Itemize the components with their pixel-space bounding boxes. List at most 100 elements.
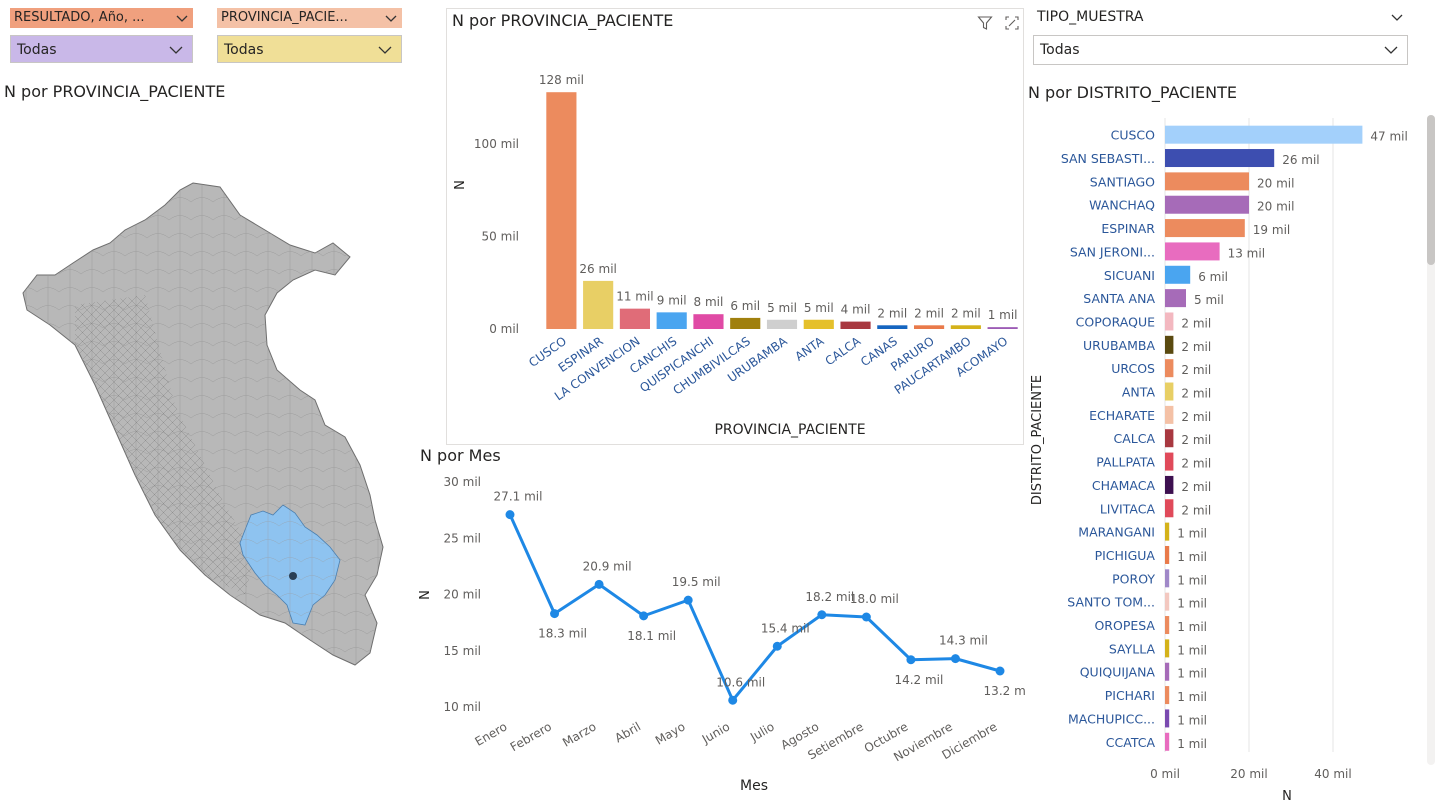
bar-calca [1165, 429, 1174, 448]
cusco-city-marker [289, 572, 297, 580]
y-tick-label: PICHARI [1105, 688, 1155, 703]
bar-data-label: 2 mil [1181, 433, 1211, 447]
bar-canchis [656, 312, 687, 329]
bar-ccatca [1165, 732, 1170, 751]
mes-chart-title: N por Mes [420, 446, 501, 465]
y-tick-label: SAYLLA [1109, 641, 1156, 656]
bar-urcos [1165, 359, 1174, 378]
y-tick-label: 25 mil [444, 531, 481, 545]
bar-data-label: 2 mil [1181, 363, 1211, 377]
bar-data-label: 6 mil [1198, 270, 1228, 284]
point-data-label: 13.2 mil [984, 684, 1025, 698]
y-tick-label: 0 mil [489, 322, 519, 336]
x-axis-title: N [1282, 789, 1292, 804]
bar-urubamba [1165, 335, 1174, 354]
point-data-label: 18.2 mil [805, 590, 854, 604]
bar-chamaca [1165, 475, 1174, 494]
y-tick-label: 10 mil [444, 700, 481, 714]
resultado-slicer-label: RESULTADO, Año, ... [14, 10, 145, 25]
bar-sicuani [1165, 265, 1191, 284]
x-tick-label: 20 mil [1230, 767, 1267, 781]
bar-data-label: 2 mil [1181, 457, 1211, 471]
tipo-muestra-slicer-dropdown[interactable]: Todas [1033, 35, 1408, 65]
bar-canas [877, 325, 908, 329]
data-point [728, 695, 738, 705]
bar-data-label: 2 mil [1181, 410, 1211, 424]
peru-map[interactable] [15, 175, 395, 675]
y-tick-label: SICUANI [1104, 268, 1155, 283]
provincia-chart-panel [446, 8, 1024, 445]
bar-chumbivilcas [730, 317, 761, 329]
bar-data-label: 1 mil [1177, 527, 1207, 541]
bar-data-label: 2 mil [1181, 387, 1211, 401]
bar-data-label: 13 mil [1228, 246, 1265, 260]
scrollbar-thumb[interactable] [1427, 115, 1435, 265]
chevron-down-icon [1384, 46, 1398, 54]
x-axis-title: Mes [740, 778, 768, 794]
x-tick-label: Febrero [508, 719, 554, 754]
bar-pallpata [1165, 452, 1174, 471]
y-tick-label: 20 mil [444, 588, 481, 602]
bar-data-label: 20 mil [1257, 176, 1294, 190]
point-data-label: 14.3 mil [939, 634, 988, 648]
point-data-label: 15.4 mil [761, 621, 810, 635]
resultado-slicer-header[interactable]: RESULTADO, Año, ... [10, 8, 193, 28]
provincia-slicer-header[interactable]: PROVINCIA_PACIE... [217, 8, 402, 28]
y-tick-label: CCATCA [1106, 735, 1156, 750]
bar-saylla [1165, 639, 1170, 658]
bar-data-label: 1 mil [988, 308, 1018, 322]
bar-data-label: 1 mil [1177, 550, 1207, 564]
bar-urubamba [766, 319, 798, 329]
bar-data-label: 26 mil [579, 262, 616, 276]
point-data-label: 10.6 mil [716, 675, 765, 689]
y-tick-label: 15 mil [444, 644, 481, 658]
provincia-slicer-dropdown[interactable]: Todas [217, 35, 402, 63]
bar-data-label: 1 mil [1177, 667, 1207, 681]
provincia-chart-title: N por PROVINCIA_PACIENTE [452, 11, 674, 30]
bar-paruro [914, 325, 945, 329]
data-point [505, 510, 515, 520]
y-tick-label: CUSCO [1111, 128, 1156, 143]
bar-data-label: 26 mil [1282, 153, 1319, 167]
mes-line-chart[interactable]: 10 mil 15 mil 20 mil 25 mil 30 mil N 27.1 mil E… [415, 465, 1025, 805]
y-tick-label: ECHARATE [1089, 408, 1155, 423]
bar-data-label: 1 mil [1177, 737, 1207, 751]
bar-data-label: 2 mil [951, 306, 981, 320]
y-tick-label: CALCA [1113, 431, 1155, 446]
y-tick-label: MACHUPICC... [1068, 711, 1155, 726]
chevron-down-icon [378, 46, 392, 54]
x-tick-label: Mayo [653, 719, 688, 747]
bar-data-label: 6 mil [730, 299, 760, 313]
bar-data-label: 128 mil [539, 73, 584, 87]
point-data-label: 27.1 mil [494, 490, 543, 504]
y-tick-label: SANTO TOM... [1067, 595, 1155, 610]
bar-livitaca [1165, 499, 1174, 518]
distrito-chart-scrollbar[interactable] [1427, 115, 1435, 765]
bar-poroy [1165, 569, 1170, 588]
bar-calca [840, 321, 871, 329]
data-point [906, 655, 916, 665]
bar-machupicc- [1165, 709, 1170, 728]
focus-mode-icon[interactable] [1004, 15, 1020, 31]
bar-paucartambo [950, 325, 981, 329]
bar-data-label: 19 mil [1253, 223, 1290, 237]
y-tick-label: ANTA [1122, 385, 1156, 400]
bar-data-label: 1 mil [1177, 643, 1207, 657]
y-axis-title: DISTRITO_PACIENTE [1030, 375, 1045, 505]
bar-data-label: 2 mil [1181, 340, 1211, 354]
x-tick-label: Enero [473, 719, 510, 748]
bar-santiago [1165, 172, 1249, 191]
bar-data-label: 1 mil [1177, 597, 1207, 611]
resultado-slicer-dropdown[interactable]: Todas [10, 35, 193, 63]
bar-echarate [1165, 405, 1174, 424]
y-tick-label: 50 mil [482, 230, 519, 244]
bar-la-convencion [619, 308, 650, 329]
bar-espinar [583, 280, 614, 329]
bar-data-label: 5 mil [767, 301, 797, 315]
filter-icon[interactable] [977, 15, 993, 31]
distrito-bar-chart[interactable]: 0 mil 20 mil 40 mil N DISTRITO_PACIENTE CUSCO… [1025, 110, 1425, 807]
x-tick-label: Marzo [560, 719, 598, 749]
tipo-muestra-slicer-label: TIPO_MUESTRA [1037, 9, 1144, 25]
tipo-muestra-slicer-header[interactable]: TIPO_MUESTRA [1033, 7, 1408, 27]
